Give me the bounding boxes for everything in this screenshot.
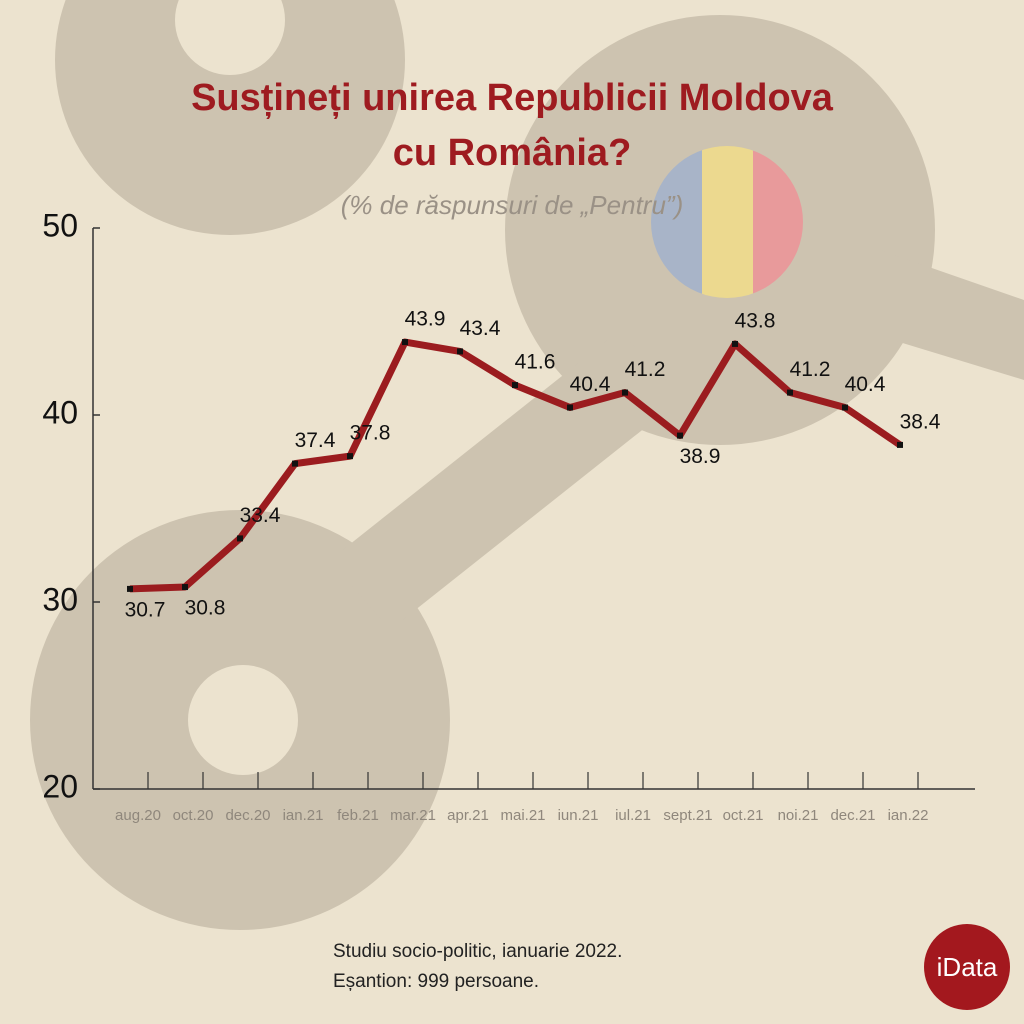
data-label: 43.4 [460, 317, 501, 340]
x-tick-label: iun.21 [558, 807, 599, 824]
data-label: 43.9 [405, 308, 446, 331]
x-tick-label: ian.21 [283, 807, 324, 824]
data-label: 41.2 [625, 358, 666, 381]
x-tick-label: oct.21 [723, 807, 764, 824]
data-label: 41.6 [515, 351, 556, 374]
x-tick-label: dec.20 [225, 807, 270, 824]
logo-text: iData [937, 952, 998, 982]
chart-title: Susțineți unirea Republicii Moldova [191, 77, 834, 119]
data-label: 41.2 [790, 358, 831, 381]
point [567, 404, 573, 411]
point [897, 441, 903, 448]
point [237, 535, 243, 542]
point [457, 348, 463, 355]
x-tick-label: ian.22 [888, 807, 929, 824]
chart-title: cu România? [393, 132, 632, 174]
point [732, 340, 738, 347]
data-label: 40.4 [845, 373, 886, 396]
point [842, 404, 848, 411]
point [347, 453, 353, 460]
point [512, 382, 518, 389]
data-label: 40.4 [570, 373, 611, 396]
x-tick-label: oct.20 [173, 807, 214, 824]
chart-subtitle: (% de răspunsuri de „Pentru”) [341, 190, 683, 220]
x-tick-label: iul.21 [615, 807, 651, 824]
point [787, 389, 793, 396]
point [402, 339, 408, 346]
data-label: 37.4 [295, 429, 336, 452]
decoration [188, 665, 298, 775]
y-tick-label: 50 [42, 207, 78, 243]
data-label: 37.8 [350, 422, 391, 445]
x-tick-label: mar.21 [390, 807, 436, 824]
y-tick-label: 20 [42, 768, 78, 804]
data-label: 38.9 [680, 445, 721, 468]
logo [924, 924, 1010, 1010]
data-label: 30.8 [185, 597, 226, 620]
x-tick-label: aug.20 [115, 807, 161, 824]
flag [651, 146, 803, 298]
x-tick-label: apr.21 [447, 807, 489, 824]
footer: Eșantion: 999 persoane. [333, 971, 539, 992]
point [292, 460, 298, 467]
x-tick-label: sept.21 [663, 807, 712, 824]
x-tick-label: feb.21 [337, 807, 379, 824]
decoration [175, 0, 285, 75]
y-tick-label: 40 [42, 394, 78, 430]
point [622, 389, 628, 396]
x-tick-label: dec.21 [830, 807, 875, 824]
point [182, 584, 188, 591]
data-label: 38.4 [900, 410, 941, 433]
footer: Studiu socio-politic, ianuarie 2022. [333, 941, 622, 962]
data-label: 43.8 [735, 309, 776, 332]
x-tick-label: mai.21 [500, 807, 545, 824]
data-label: 33.4 [240, 504, 281, 527]
y-tick-label: 30 [42, 581, 78, 617]
x-tick-label: noi.21 [778, 807, 819, 824]
point [677, 432, 683, 439]
data-label: 30.7 [125, 598, 166, 621]
point [127, 585, 133, 592]
